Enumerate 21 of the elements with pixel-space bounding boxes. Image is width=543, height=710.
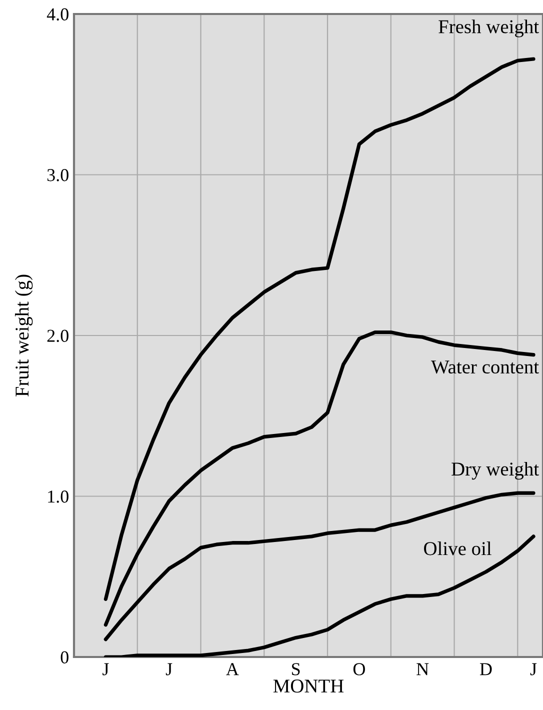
y-tick-label: 0 (60, 651, 68, 664)
y-tick-label: 2.0 (47, 330, 68, 342)
annotation: Fresh weight (438, 20, 539, 38)
x-tick-label: N (416, 663, 429, 676)
y-tick-label: 4.0 (46, 8, 68, 21)
x-tick-label: J (166, 663, 172, 676)
x-tick-label: O (353, 663, 365, 676)
x-tick-label: J (102, 663, 109, 676)
y-axis-title: Fruit weight (g) (14, 274, 33, 397)
annotation: Olive oil (424, 542, 492, 556)
annotation: Water content (431, 360, 539, 374)
annotation: Dry weight (452, 462, 539, 480)
y-tick-label: 3.0 (47, 169, 68, 182)
x-tick-label: S (292, 663, 300, 676)
x-tick-label: J (530, 663, 537, 676)
x-axis-title: MONTH (273, 680, 344, 693)
line-series (104, 491, 536, 642)
x-tick-label: A (226, 663, 239, 676)
y-tick-label: 1.0 (48, 490, 68, 503)
x-tick-label: D (480, 663, 492, 676)
line-series (104, 534, 536, 657)
